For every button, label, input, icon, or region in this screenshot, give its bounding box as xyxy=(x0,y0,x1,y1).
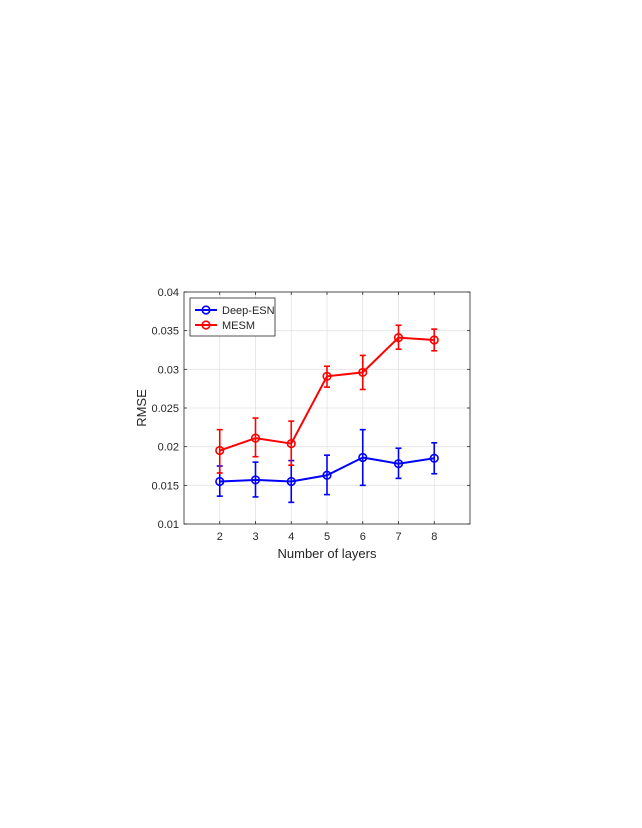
x-tick-label: 7 xyxy=(395,531,401,543)
x-tick-label: 8 xyxy=(431,531,437,543)
data-point xyxy=(286,476,296,487)
x-tick-label: 6 xyxy=(360,531,366,543)
data-point xyxy=(429,453,439,463)
legend-marker xyxy=(201,305,211,315)
axis-ticks: 2 3 4 5 6 7 8 0.01 0.015 0.02 0.025 0.03 0.035 0.04 xyxy=(151,287,470,543)
x-tick-label: 2 xyxy=(217,531,223,543)
data-point xyxy=(322,371,332,381)
legend-marker xyxy=(201,320,211,330)
y-tick-label: 0.035 xyxy=(151,326,179,338)
data-point xyxy=(286,438,296,449)
series-deep-esn xyxy=(215,428,439,504)
series-line xyxy=(219,456,435,483)
data-point xyxy=(358,367,368,378)
series-group xyxy=(215,324,439,504)
y-tick-label: 0.025 xyxy=(151,403,179,415)
data-point xyxy=(393,459,404,469)
legend-item: Deep-ESN xyxy=(195,305,275,317)
series-line xyxy=(219,336,435,452)
data-point xyxy=(358,452,368,463)
x-tick-label: 3 xyxy=(252,531,258,543)
data-point xyxy=(322,470,332,480)
legend-label: MESM xyxy=(222,320,255,332)
data-point xyxy=(250,433,261,443)
data-point xyxy=(215,445,225,456)
x-axis-label: Number of layers xyxy=(278,546,377,561)
legend-label: Deep-ESN xyxy=(222,305,275,317)
y-tick-label: 0.015 xyxy=(151,480,179,492)
series-mesm xyxy=(215,324,439,474)
data-point xyxy=(215,476,225,487)
legend-box xyxy=(189,297,276,337)
y-tick-label: 0.01 xyxy=(158,519,179,531)
legend: Deep-ESN MESM xyxy=(189,297,276,337)
data-point xyxy=(429,335,439,345)
y-tick-label: 0.02 xyxy=(158,442,179,454)
x-tick-label: 5 xyxy=(324,531,330,543)
y-tick-label: 0.04 xyxy=(158,287,179,299)
legend-item: MESM xyxy=(195,320,255,332)
y-axis-label: RMSE xyxy=(134,389,149,427)
data-point xyxy=(250,475,261,485)
data-point xyxy=(393,333,404,343)
x-tick-label: 4 xyxy=(288,531,294,543)
y-tick-label: 0.03 xyxy=(158,364,179,376)
